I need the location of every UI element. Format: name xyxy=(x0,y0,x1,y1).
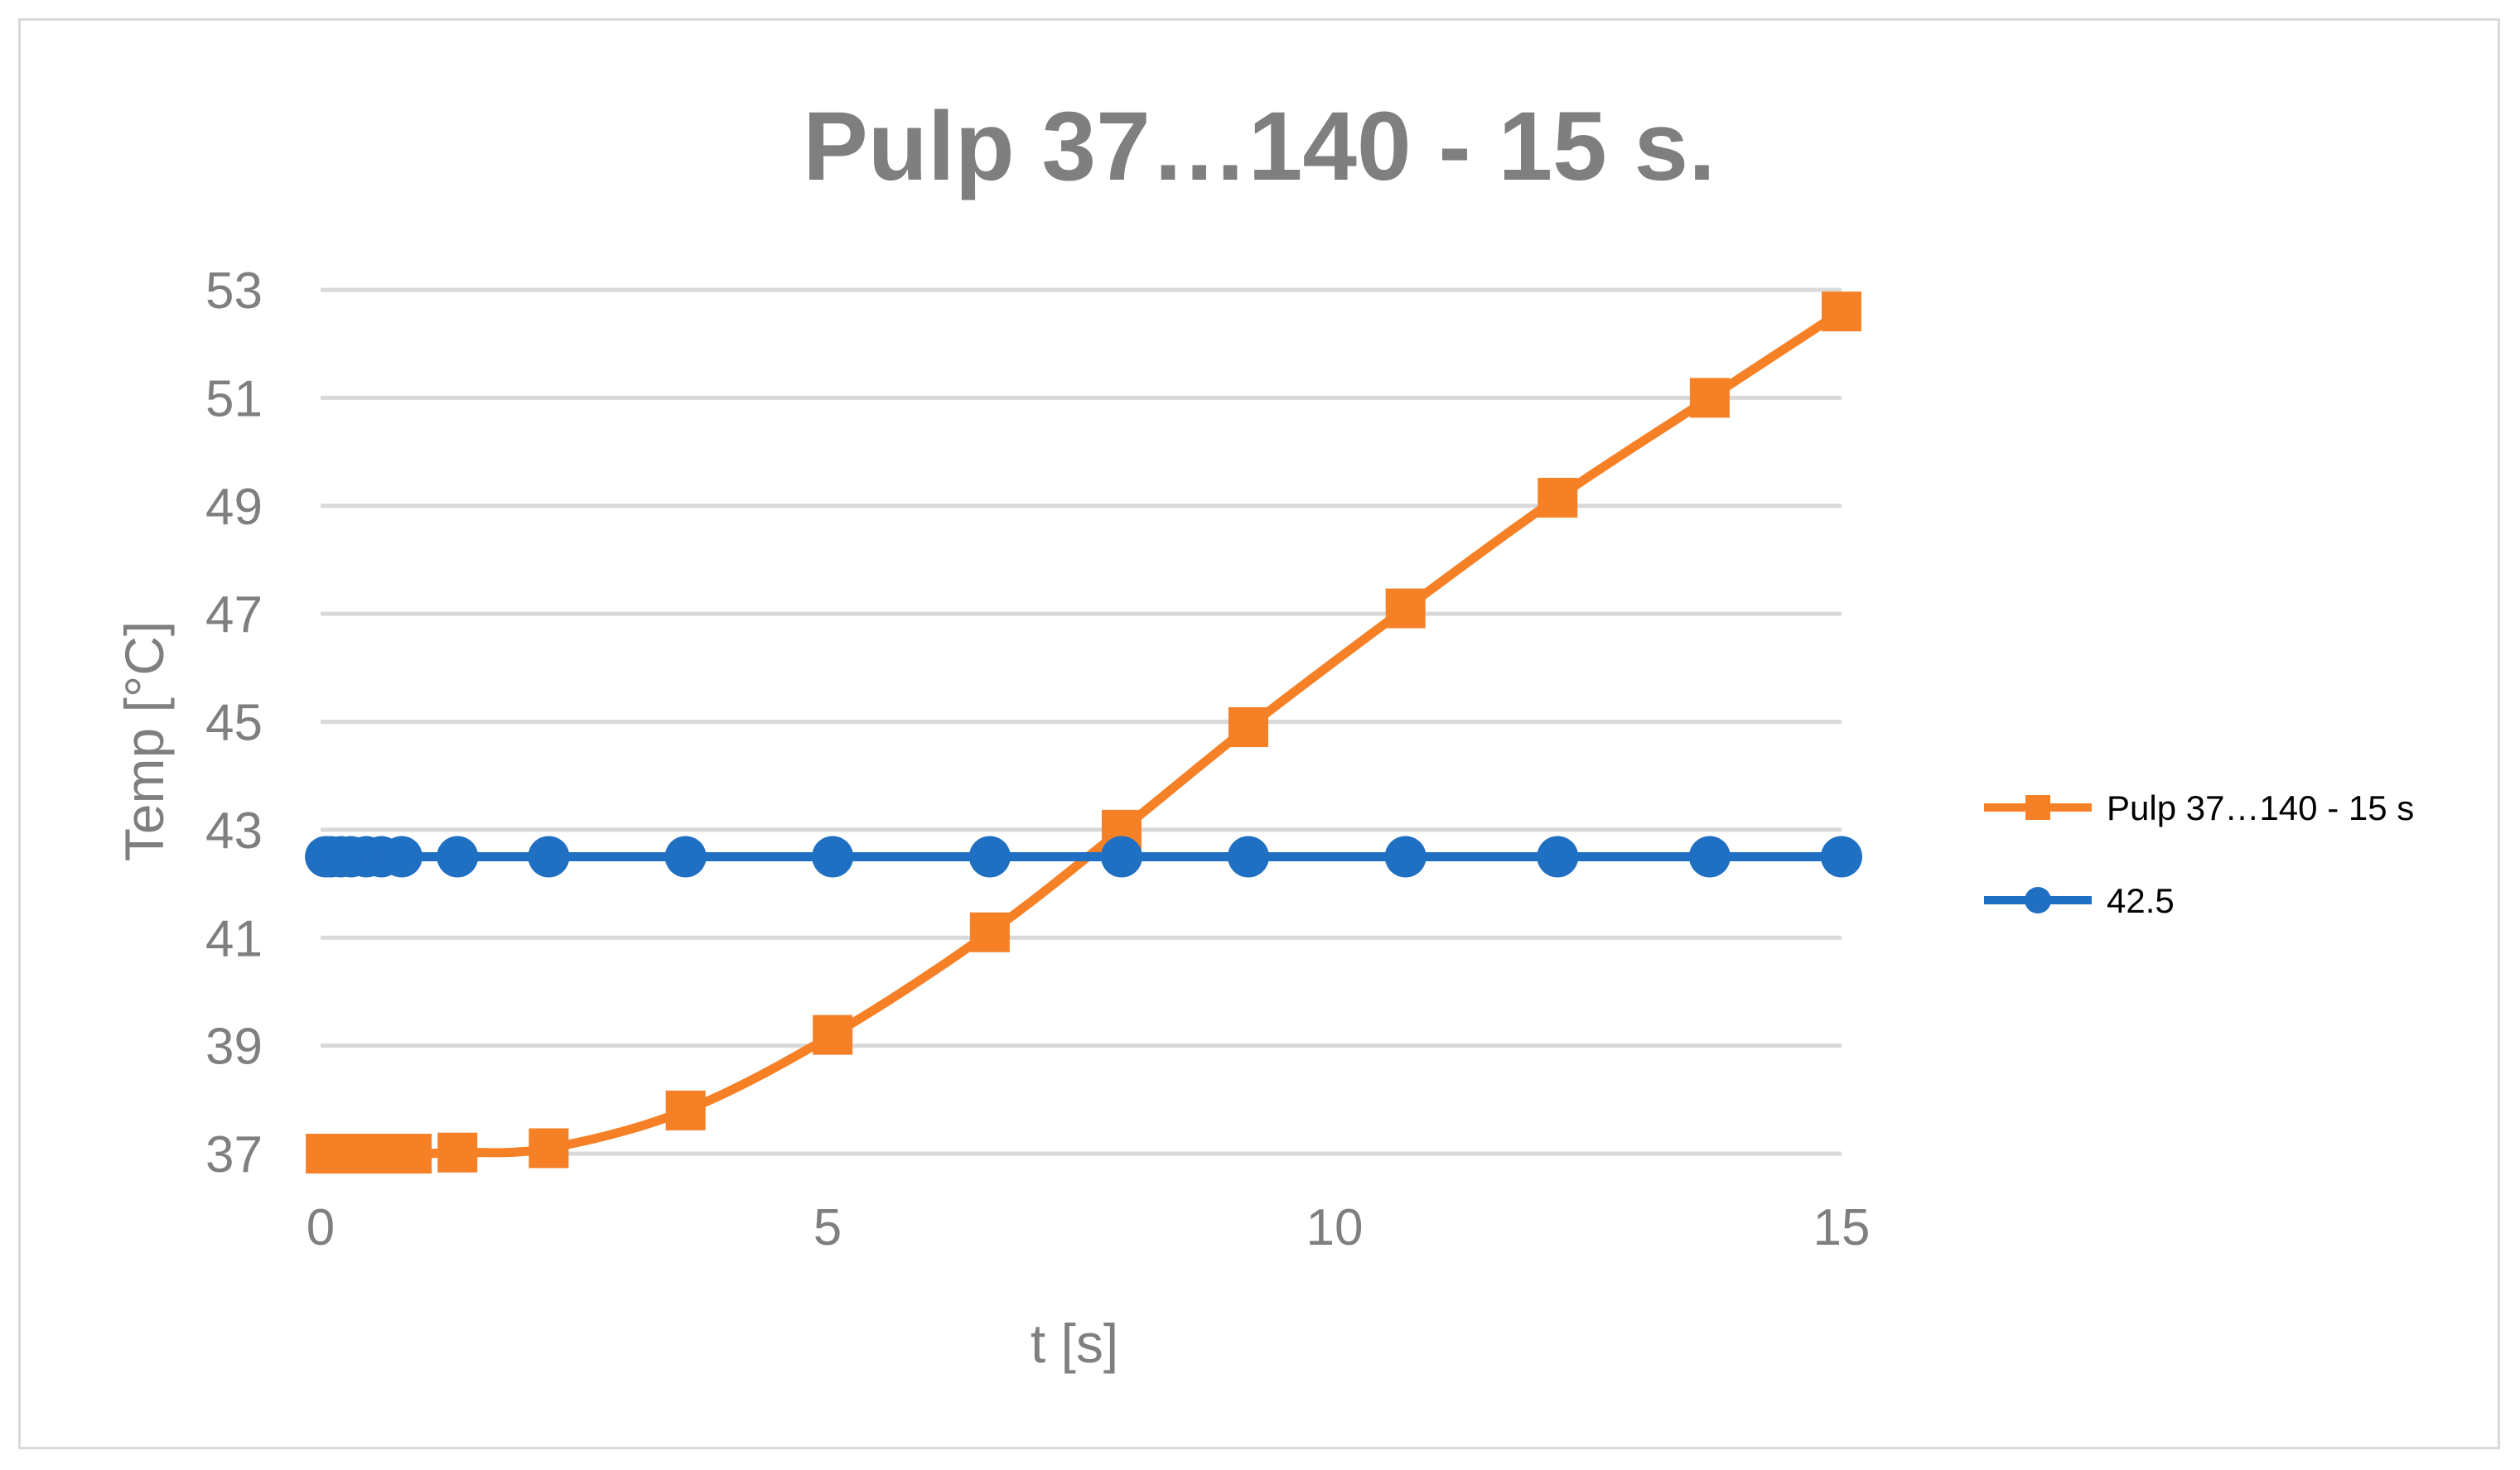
legend: Pulp 37…140 - 15 s 42.5 xyxy=(1984,788,2414,920)
data-point-circle xyxy=(664,836,707,878)
data-point-circle xyxy=(1100,836,1142,878)
data-point-circle xyxy=(1384,836,1427,878)
gridlines xyxy=(321,287,1842,1156)
data-point-circle xyxy=(437,836,479,878)
legend-entry: Pulp 37…140 - 15 s xyxy=(1984,788,2414,827)
y-axis-ticks: 37 39 41 43 45 47 49 51 53 xyxy=(205,263,263,1183)
data-point-circle xyxy=(968,836,1011,878)
legend-label: 42.5 xyxy=(2107,881,2175,920)
x-tick-label: 0 xyxy=(307,1199,335,1256)
data-point-square xyxy=(813,1015,853,1055)
data-point-circle xyxy=(380,836,422,878)
y-tick-label: 39 xyxy=(205,1019,263,1076)
y-tick-label: 43 xyxy=(205,802,263,860)
y-tick-label: 49 xyxy=(205,479,263,536)
data-point-circle xyxy=(1537,836,1579,878)
y-axis-label: Temp [°C] xyxy=(113,621,175,861)
legend-marker-square xyxy=(2025,795,2050,820)
data-point-square xyxy=(1538,477,1578,518)
data-point-circle xyxy=(1227,836,1269,878)
x-axis-ticks: 0 5 10 15 xyxy=(307,1199,1871,1256)
series-1 xyxy=(305,836,1862,878)
series-layer xyxy=(305,292,1862,1174)
x-tick-label: 10 xyxy=(1306,1199,1364,1256)
data-point-square xyxy=(529,1128,569,1169)
y-tick-label: 51 xyxy=(205,370,263,427)
data-point-circle xyxy=(1821,836,1862,878)
x-axis-label: t [s] xyxy=(1031,1313,1118,1374)
x-tick-label: 15 xyxy=(1813,1199,1871,1256)
series-line xyxy=(321,306,1847,1159)
data-point-circle xyxy=(1688,836,1731,878)
data-point-square xyxy=(1822,292,1861,332)
y-tick-label: 53 xyxy=(205,263,263,320)
line-chart: Pulp 37…140 - 15 s. 37 39 41 43 45 47 49 51 53 0… xyxy=(113,92,2414,1374)
data-point-circle xyxy=(528,836,570,878)
data-point-square xyxy=(1689,378,1730,418)
legend-label: Pulp 37…140 - 15 s xyxy=(2107,788,2414,827)
chart-title: Pulp 37…140 - 15 s. xyxy=(803,92,1716,201)
y-tick-label: 45 xyxy=(205,695,263,752)
data-point-square xyxy=(392,1134,432,1174)
data-point-square xyxy=(1228,707,1268,748)
data-point-square xyxy=(969,912,1010,952)
legend-entry: 42.5 xyxy=(1984,881,2175,920)
chart-frame: Pulp 37…140 - 15 s. 37 39 41 43 45 47 49 51 53 0… xyxy=(18,18,2500,1449)
y-tick-label: 41 xyxy=(205,910,263,967)
data-point-square xyxy=(1385,588,1426,629)
data-point-square xyxy=(437,1132,478,1173)
series-0 xyxy=(306,292,1861,1174)
data-point-square xyxy=(665,1090,706,1130)
x-tick-label: 5 xyxy=(813,1199,842,1256)
data-point-circle xyxy=(812,836,854,878)
y-tick-label: 47 xyxy=(205,586,263,643)
y-tick-label: 37 xyxy=(205,1126,263,1183)
legend-marker-circle xyxy=(2025,887,2051,913)
